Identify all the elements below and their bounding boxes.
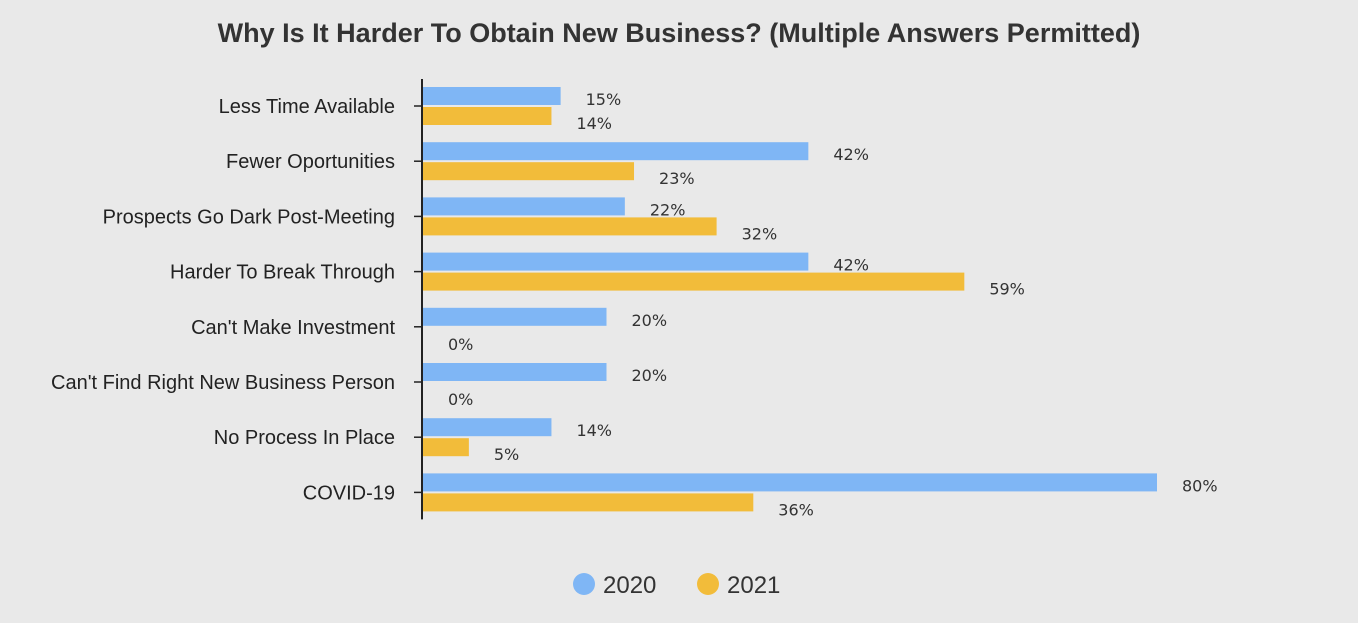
legend-marker-2021 [697,573,719,595]
bar-2021 [423,438,469,457]
chart-title: Why Is It Harder To Obtain New Business?… [217,18,1141,48]
data-label-2021: 23% [659,169,695,188]
bar-2020 [423,252,809,271]
bar-2021 [423,493,754,512]
data-label-2021: 5% [494,445,519,464]
bar-2020 [423,363,607,381]
category-label: No Process In Place [214,427,395,449]
data-label-2020: 14% [576,421,612,440]
category-label: COVID-19 [303,482,395,504]
legend-label-2021: 2021 [727,572,780,599]
data-label-2021: 59% [989,280,1025,299]
bar-2021 [423,107,552,125]
bar-2020 [423,87,561,105]
bar-2021 [423,217,717,236]
category-label: Prospects Go Dark Post-Meeting [103,206,395,228]
category-label: Can't Find Right New Business Person [51,372,395,394]
bar-2020 [423,197,625,216]
bar-2020 [423,418,552,437]
data-label-2020: 42% [833,145,869,164]
category-label: Can't Make Investment [191,317,395,339]
bar-2020 [423,307,607,326]
data-label-2020: 20% [632,311,668,330]
legend-marker-2020 [573,573,595,595]
data-label-2020: 42% [833,256,869,275]
bar-2021 [423,272,965,291]
data-label-2021: 14% [576,114,612,133]
data-label-2021: 32% [742,224,778,243]
legend-label-2020: 2020 [603,572,656,599]
data-label-2020: 22% [650,200,686,219]
bar-2021 [423,162,635,181]
data-label-2021: 36% [778,500,814,519]
bar-2020 [423,142,809,161]
category-label: Harder To Break Through [170,262,395,284]
data-label-2021: 0% [448,335,473,354]
data-label-2020: 15% [586,90,622,109]
category-label: Less Time Available [219,96,395,118]
data-label-2021: 0% [448,390,473,409]
data-label-2020: 20% [632,366,668,385]
bar-2020 [423,473,1157,492]
data-label-2020: 80% [1182,476,1218,495]
category-label: Fewer Oportunities [226,151,395,173]
